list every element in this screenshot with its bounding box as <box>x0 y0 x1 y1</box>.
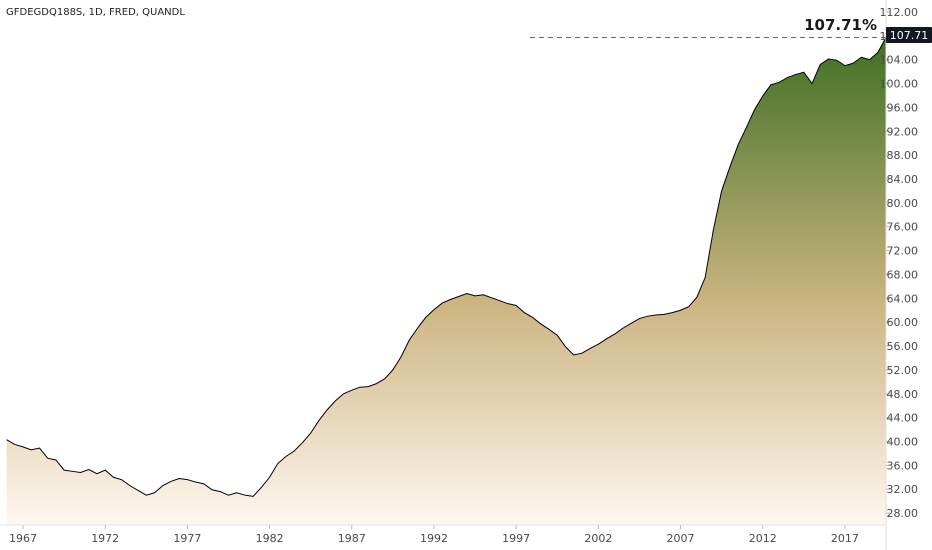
x-tick-label: 1972 <box>91 532 119 545</box>
last-value-tag-bg <box>886 27 932 43</box>
y-tick-label: 80.00 <box>887 197 919 210</box>
area-fill <box>6 37 886 525</box>
y-tick-label: 56.00 <box>887 340 919 353</box>
y-tick-label: 32.00 <box>887 483 919 496</box>
x-axis-ticks: 1967 1972 1977 1982 1987 1992 1997 2002 2007 2012… <box>9 525 859 545</box>
y-tick-label: 96.00 <box>887 101 919 114</box>
highlight-percent-label: 107.71% <box>804 16 877 34</box>
y-tick-label: 100.00 <box>880 78 919 91</box>
last-value-tag-text: 107.71 <box>890 29 929 42</box>
x-tick-label: 1982 <box>256 532 284 545</box>
y-tick-label: 64.00 <box>887 292 919 305</box>
x-tick-label: 1977 <box>173 532 201 545</box>
y-tick-label: 88.00 <box>887 149 919 162</box>
x-tick-label: 1967 <box>9 532 37 545</box>
y-tick-label: 48.00 <box>887 388 919 401</box>
y-tick-label: 60.00 <box>887 316 919 329</box>
chart-title: GFDEGDQ188S, 1D, FRED, QUANDL <box>6 7 185 18</box>
y-tick-label: 104.00 <box>880 54 919 67</box>
y-tick-label: 84.00 <box>887 173 919 186</box>
y-tick-label: 36.00 <box>887 459 919 472</box>
x-tick-label: 1987 <box>338 532 366 545</box>
x-tick-label: 1992 <box>420 532 448 545</box>
x-tick-label: 2002 <box>584 532 612 545</box>
x-tick-label: 2012 <box>749 532 777 545</box>
y-tick-label: 92.00 <box>887 125 919 138</box>
y-tick-label: 76.00 <box>887 221 919 234</box>
y-tick-label: 68.00 <box>887 268 919 281</box>
series-line <box>6 37 887 497</box>
y-tick-label: 52.00 <box>887 364 919 377</box>
y-tick-label: 44.00 <box>887 412 919 425</box>
y-tick-label: 28.00 <box>887 507 919 520</box>
y-tick-label: 40.00 <box>887 435 919 448</box>
y-axis-ticks: 112.00108.00104.00100.0096.0092.0088.008… <box>880 6 919 520</box>
x-tick-label: 1997 <box>502 532 530 545</box>
x-tick-label: 2007 <box>667 532 695 545</box>
x-tick-label: 2017 <box>831 532 859 545</box>
y-tick-label: 72.00 <box>887 245 919 258</box>
y-tick-label: 112.00 <box>880 6 919 19</box>
